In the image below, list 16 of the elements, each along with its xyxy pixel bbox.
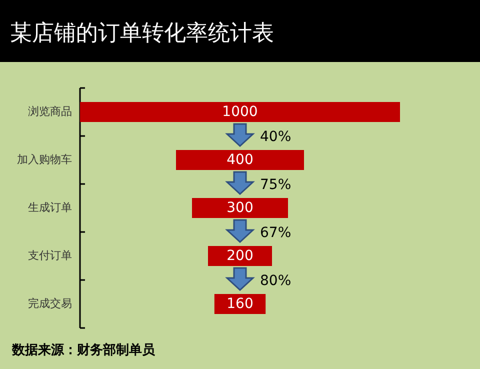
data-label: 160 [226, 296, 254, 312]
category-label: 完成交易 [28, 297, 72, 310]
category-label: 支付订单 [28, 249, 72, 262]
data-label: 300 [226, 200, 254, 216]
category-label: 加入购物车 [17, 153, 72, 166]
text: 40% [260, 128, 292, 145]
text: 75% [260, 176, 292, 193]
text: 67% [260, 224, 292, 241]
category-label: 浏览商品 [28, 105, 72, 118]
data-label: 200 [226, 248, 254, 264]
source-note: 数据来源：财务部制单员 [11, 342, 156, 358]
data-label: 400 [226, 152, 254, 168]
data-label: 1000 [222, 104, 258, 120]
text: 某店铺的订单转化率统计表 [10, 21, 274, 46]
text: 80% [260, 272, 292, 289]
category-label: 生成订单 [28, 201, 72, 214]
